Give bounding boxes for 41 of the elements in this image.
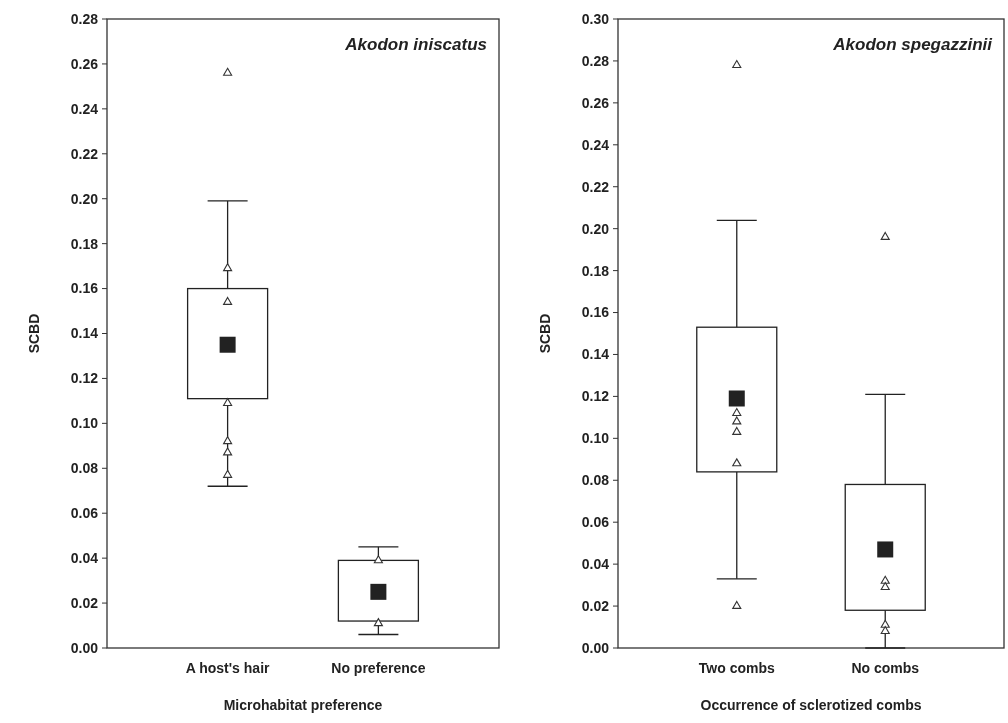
y-tick-label: 0.08 — [581, 472, 610, 489]
y-tick-label: 0.06 — [581, 514, 610, 531]
x-axis-title: Microhabitat preference — [223, 697, 383, 713]
y-tick-label: 0.16 — [70, 280, 99, 297]
y-tick-label: 0.20 — [70, 190, 99, 207]
y-tick-label: 0.20 — [581, 220, 610, 237]
y-tick-label: 0.10 — [70, 415, 99, 432]
y-tick-label: 0.26 — [581, 94, 610, 111]
x-tick-label: No combs — [851, 660, 920, 676]
y-tick-label: 0.18 — [70, 235, 99, 252]
x-axis-title: Occurrence of sclerotized combs — [700, 697, 922, 713]
y-tick-label: 0.14 — [581, 346, 610, 363]
x-tick-label: No preference — [331, 660, 426, 676]
y-tick-label: 0.04 — [581, 556, 610, 573]
y-tick-label: 0.16 — [581, 304, 610, 321]
y-tick-label: 0.08 — [70, 460, 99, 477]
y-tick-label: 0.00 — [70, 639, 99, 656]
y-tick-label: 0.02 — [70, 594, 99, 611]
y-tick-label: 0.06 — [70, 505, 99, 522]
text: Akodon spegazzinii — [832, 35, 994, 54]
y-tick-label: 0.18 — [581, 262, 610, 279]
y-tick-label: 0.04 — [70, 550, 99, 567]
x-tick-label: A host's hair — [185, 660, 271, 676]
y-tick-label: 0.30 — [581, 10, 610, 27]
y-axis-title: SCBD — [537, 313, 553, 354]
y-tick-label: 0.02 — [581, 597, 610, 614]
y-tick-label: 0.24 — [581, 136, 610, 153]
y-tick-label: 0.12 — [581, 388, 610, 405]
y-tick-label: 0.00 — [581, 639, 610, 656]
y-tick-label: 0.28 — [70, 10, 99, 27]
y-tick-label: 0.14 — [70, 325, 99, 342]
y-tick-label: 0.24 — [70, 100, 99, 117]
y-tick-label: 0.22 — [581, 178, 610, 195]
y-tick-label: 0.28 — [581, 52, 610, 69]
x-tick-label: Two combs — [698, 660, 775, 676]
y-tick-label: 0.12 — [70, 370, 99, 387]
y-tick-label: 0.22 — [70, 145, 99, 162]
y-tick-label: 0.10 — [581, 430, 610, 447]
y-tick-label: 0.26 — [70, 55, 99, 72]
text: Akodon iniscatus — [344, 35, 487, 54]
y-axis-title: SCBD — [26, 313, 42, 354]
